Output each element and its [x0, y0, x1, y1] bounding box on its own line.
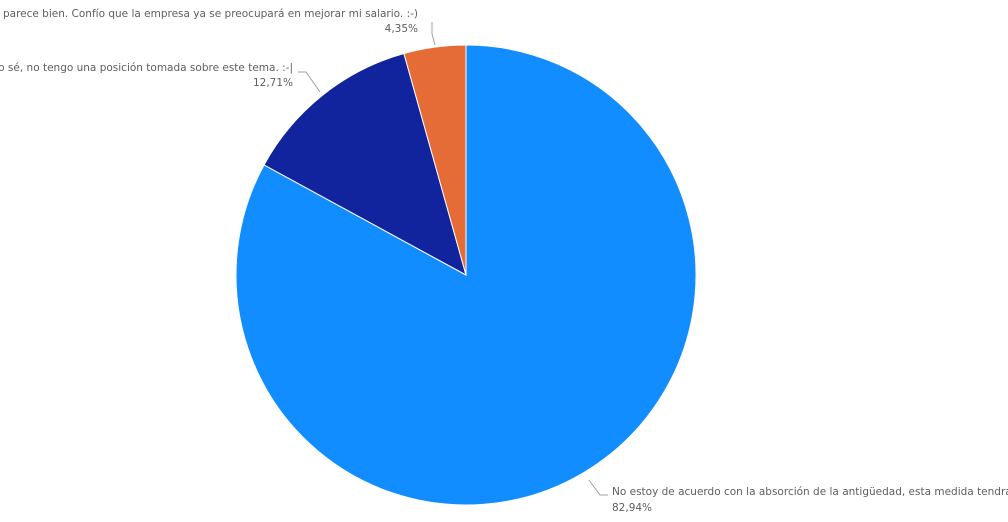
slice-label: No estoy de acuerdo con la absorción de … — [612, 486, 1008, 498]
pie-slice — [235, 44, 697, 506]
slice-label: No lo sé, no tengo una posición tomada s… — [0, 62, 293, 74]
value-label: 12,71% — [253, 77, 293, 89]
leader-line — [431, 22, 436, 46]
leader-line — [298, 71, 321, 93]
value-label: 4,35% — [385, 23, 418, 35]
value-label: 82,94% — [612, 502, 652, 514]
slice-label: Me parece bien. Confío que la empresa ya… — [0, 8, 418, 20]
leader-line — [588, 479, 608, 496]
pie-slice — [403, 44, 467, 276]
pie-slice — [263, 52, 467, 277]
